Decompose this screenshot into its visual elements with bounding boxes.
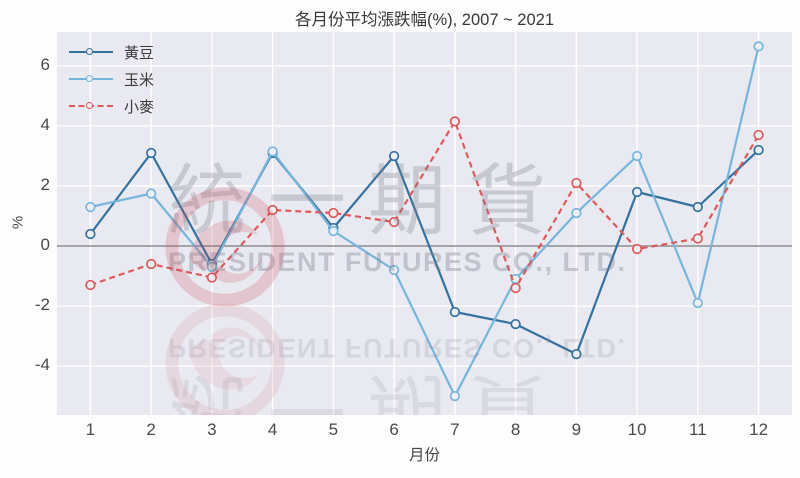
watermark: 統一期貨 PRESIDENT FUTURES CO., LTD.	[162, 157, 627, 307]
legend-marker-icon	[86, 74, 93, 82]
legend-label: 黃豆	[124, 44, 155, 62]
data-point	[146, 258, 157, 270]
legend-line-sample	[69, 74, 113, 82]
y-tick-label: -4	[34, 355, 50, 375]
legend-line-sample	[69, 47, 113, 55]
legend-label: 玉米	[124, 71, 155, 89]
data-point	[449, 306, 461, 318]
watermark-company-name-en: PRESIDENT FUTURES CO., LTD.	[168, 247, 627, 277]
y-tick-label: 0	[40, 235, 50, 254]
data-point	[510, 318, 521, 330]
data-point	[753, 129, 764, 141]
legend-item-wheat: 小麥	[69, 96, 154, 116]
data-point	[510, 282, 521, 294]
watermark-company-name: 統一期貨	[168, 157, 569, 245]
data-point	[449, 390, 461, 402]
data-point	[692, 233, 703, 244]
company-logo-icon	[165, 187, 285, 307]
series-line-2	[90, 120, 760, 290]
chart-canvas	[57, 32, 792, 415]
data-point	[571, 348, 582, 360]
x-tick-label: 6	[389, 420, 399, 439]
data-point	[388, 216, 400, 228]
x-tick-label: 11	[689, 420, 707, 439]
data-point	[206, 261, 218, 273]
x-tick-label: 7	[450, 420, 460, 439]
legend-label: 小麥	[124, 98, 155, 116]
chart-plot-area: 統一期貨 PRESIDENT FUTURES CO., LTD. 統一期貨 PR…	[57, 32, 792, 415]
legend-marker-icon	[86, 101, 93, 109]
data-point	[146, 188, 157, 199]
y-tick-label: 6	[40, 54, 50, 74]
x-tick-label: 5	[328, 420, 339, 439]
data-point	[146, 147, 157, 159]
x-tick-label: 12	[749, 420, 769, 439]
x-tick-label: 10	[627, 420, 647, 439]
series-line-1	[90, 46, 760, 398]
y-tick-label: -2	[34, 295, 50, 315]
chart-legend: 黃豆 玉米 小麥	[69, 42, 154, 123]
data-point	[85, 201, 96, 213]
legend-item-corn: 玉米	[69, 69, 154, 89]
data-point	[85, 279, 96, 291]
x-tick-label: 1	[85, 420, 96, 439]
data-point	[388, 150, 400, 162]
data-point	[388, 264, 400, 276]
data-point	[631, 243, 643, 255]
data-point	[692, 201, 703, 213]
data-point	[85, 228, 96, 240]
company-logo-icon	[165, 303, 285, 415]
legend-marker-icon	[86, 47, 93, 55]
data-point	[571, 177, 582, 189]
x-tick-label: 2	[146, 420, 156, 439]
data-point	[328, 207, 339, 219]
x-axis-label: 月份	[408, 447, 440, 464]
x-tick-label: 8	[510, 420, 521, 439]
x-tick-label: 4	[267, 420, 278, 439]
legend-item-soybean: 黃豆	[69, 42, 154, 62]
data-point	[267, 204, 278, 216]
data-point	[692, 297, 703, 309]
data-point	[267, 146, 278, 157]
data-point	[206, 272, 218, 283]
x-tick-label: 3	[207, 420, 217, 439]
series-line-0	[89, 149, 760, 356]
watermark-reflection: 統一期貨 PRESIDENT FUTURES CO., LTD.	[162, 303, 627, 415]
y-tick-label: 4	[40, 114, 50, 134]
data-point	[631, 150, 643, 162]
data-point	[753, 41, 764, 52]
data-point	[631, 186, 643, 198]
data-point	[753, 144, 764, 156]
y-tick-label: 2	[40, 174, 50, 194]
legend-line-sample	[69, 101, 113, 109]
data-point	[571, 207, 582, 219]
data-point	[328, 225, 339, 237]
data-point	[449, 116, 461, 127]
x-tick-label: 9	[571, 420, 582, 439]
chart-title: 各月份平均漲跌幅(%), 2007 ~ 2021	[294, 11, 555, 29]
